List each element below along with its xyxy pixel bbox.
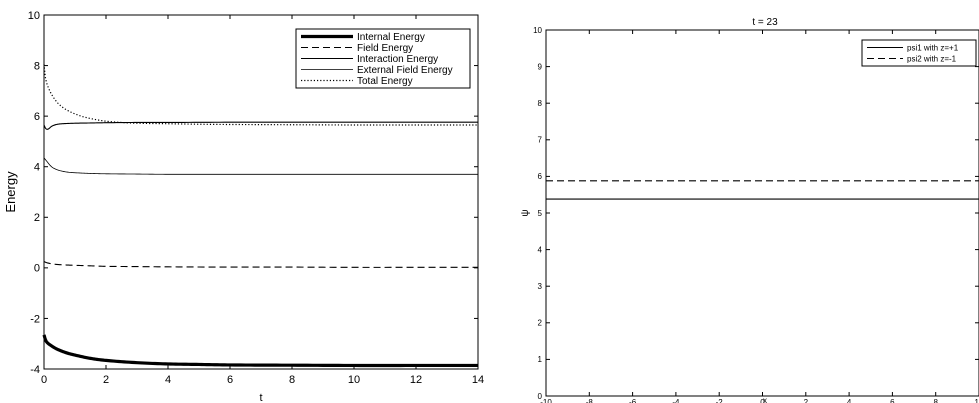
series-line-internal-energy (42, 333, 478, 368)
x-tick-label: 12 (410, 374, 422, 386)
series-line-interaction-energy (43, 121, 478, 130)
x-tick-label: -8 (586, 398, 594, 403)
y-tick-label: 8 (538, 99, 543, 108)
y-tick-label: 7 (538, 136, 543, 145)
x-tick-label: -10 (540, 398, 552, 403)
y-tick-label: 5 (538, 209, 543, 218)
series-line-field-energy (43, 261, 478, 268)
y-tick-label: 2 (538, 319, 543, 328)
x-tick-label: 2 (804, 398, 809, 403)
energy-chart-frame (43, 14, 479, 370)
y-tick-label: 4 (34, 162, 40, 174)
psi-chart-title: t = 23 (752, 17, 778, 28)
x-tick-label: 10 (975, 398, 979, 403)
psi-chart-xlabel: x (763, 396, 767, 403)
y-tick-label: 6 (538, 172, 543, 181)
legend-box (861, 39, 977, 67)
y-tick-label: -2 (30, 313, 40, 325)
legend-label: Internal Energy (357, 32, 425, 43)
psi-chart-series (546, 180, 979, 200)
y-tick-label: 8 (34, 60, 40, 72)
x-tick-label: 0 (41, 374, 47, 386)
x-tick-label: -2 (716, 398, 724, 403)
y-tick-label: 0 (538, 392, 543, 401)
y-tick-label: 1 (538, 355, 543, 364)
x-tick-label: -6 (629, 398, 637, 403)
y-tick-label: 6 (34, 111, 40, 123)
y-tick-label: 10 (533, 26, 542, 35)
psi-chart-frame (545, 29, 979, 397)
y-tick-label: 2 (34, 212, 40, 224)
x-tick-label: 4 (847, 398, 852, 403)
psi-chart-ylabel: ψ (520, 209, 531, 216)
series-line-total-energy (43, 64, 478, 126)
x-tick-label: 8 (933, 398, 938, 403)
legend-label: Total Energy (357, 76, 413, 87)
energy-chart-series (42, 64, 478, 368)
legend-label: psi2 with z=-1 (907, 54, 957, 63)
x-tick-label: 0 (760, 398, 765, 403)
x-tick-label: 6 (227, 374, 233, 386)
energy-chart-ylabel: Energy (3, 171, 18, 213)
x-tick-label: 2 (103, 374, 109, 386)
energy-chart: 0 2 4 6 8 10 12 14 -4 -2 0 2 4 6 8 10 t Energy Internal… (3, 10, 484, 403)
series-line-external-field-energy (43, 157, 478, 175)
y-tick-label: 9 (538, 62, 543, 71)
legend-label: Interaction Energy (357, 54, 438, 65)
x-tick-label: 6 (890, 398, 895, 403)
psi-chart-legend: psi1 with z=+1 psi2 with z=-1 (861, 39, 977, 67)
y-tick-label: -4 (30, 364, 40, 376)
x-tick-label: 8 (289, 374, 295, 386)
psi-chart-ticks: -10 -8 -6 -4 -2 0 2 4 6 8 10 0 1 2 3 4 5 6 7 8 9 10 (533, 26, 979, 403)
energy-chart-ticks: 0 2 4 6 8 10 12 14 -4 -2 0 2 4 6 8 10 (28, 10, 484, 386)
legend-label: psi1 with z=+1 (907, 43, 959, 52)
psi-chart: t = 23 -10-8-6-4-20246810012345678910 x … (520, 17, 979, 403)
x-tick-label: 4 (165, 374, 171, 386)
y-tick-label: 4 (538, 245, 543, 254)
x-tick-label: -4 (672, 398, 680, 403)
y-tick-label: 3 (538, 282, 543, 291)
energy-chart-xlabel: t (259, 392, 262, 403)
x-tick-label: 14 (472, 374, 484, 386)
legend-label: Field Energy (357, 43, 413, 54)
legend-label: External Field Energy (357, 65, 453, 76)
y-tick-label: 10 (28, 10, 40, 22)
x-tick-label: 10 (348, 374, 360, 386)
y-tick-label: 0 (34, 263, 40, 275)
